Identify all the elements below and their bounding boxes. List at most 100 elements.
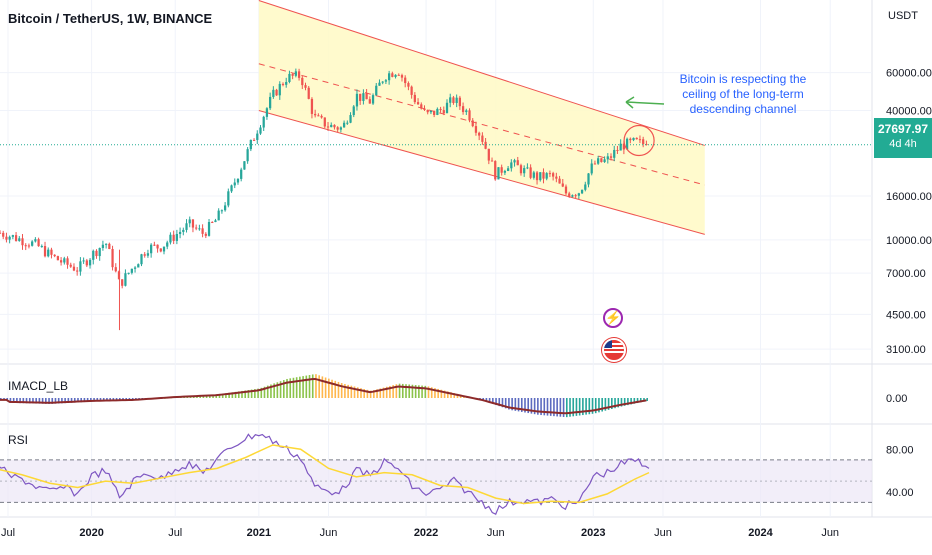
candle-body xyxy=(195,227,198,229)
macd-bar xyxy=(286,378,288,398)
chart-title[interactable]: Bitcoin / TetherUS, 1W, BINANCE xyxy=(8,11,213,26)
macd-bar xyxy=(51,398,54,404)
annotation-text[interactable]: Bitcoin is respecting the ceiling of the… xyxy=(679,72,807,116)
us-flag-icon[interactable] xyxy=(602,338,626,362)
macd-bar xyxy=(553,398,555,417)
candle-body xyxy=(108,243,111,250)
candle-body xyxy=(178,231,182,235)
candle-body xyxy=(458,97,461,107)
macd-bar xyxy=(498,398,501,407)
macd-bar xyxy=(337,381,340,398)
candle-body xyxy=(272,89,275,97)
candle-body xyxy=(259,127,262,134)
candle-body xyxy=(558,178,561,184)
candle-body xyxy=(76,270,79,272)
channel-fill xyxy=(258,0,705,235)
macd-bar xyxy=(16,398,18,404)
candle-body xyxy=(619,143,622,151)
candle-body xyxy=(638,139,642,141)
macd-bar xyxy=(495,398,497,406)
macd-bar xyxy=(398,383,401,398)
candle-body xyxy=(162,246,166,252)
candle-body xyxy=(400,75,404,78)
candle-body xyxy=(384,80,388,82)
macd-bar xyxy=(376,389,378,398)
macd-bar xyxy=(344,384,346,398)
candle-body xyxy=(72,266,76,271)
macd-bar xyxy=(636,398,639,404)
candle-body xyxy=(622,143,626,150)
rsi-label[interactable]: RSI xyxy=(8,433,29,447)
candle-body xyxy=(349,115,352,123)
candle-body xyxy=(584,184,587,190)
macd-bar xyxy=(514,398,517,411)
candle-body xyxy=(265,108,269,117)
macd-bar xyxy=(356,387,359,398)
macd-bar xyxy=(450,392,452,398)
price-unit: USDT xyxy=(888,10,918,22)
macd-bar xyxy=(414,385,417,398)
macd-bar xyxy=(86,398,89,402)
candle-body xyxy=(568,193,571,197)
candle-body xyxy=(346,122,349,124)
macd-bar xyxy=(418,385,420,398)
candle-body xyxy=(66,258,69,265)
price-tick-label: 40000.00 xyxy=(886,105,932,117)
macd-bar xyxy=(315,374,317,398)
time-tick-label: 2020 xyxy=(79,527,103,539)
lightning-icon[interactable]: ⚡ xyxy=(603,308,623,328)
candle-body xyxy=(101,244,105,248)
macd-label[interactable]: IMACD_LB xyxy=(8,379,69,393)
bar-countdown: 4d 4h xyxy=(889,138,917,150)
macd-bar xyxy=(582,398,584,416)
candle-body xyxy=(262,116,265,128)
macd-bar xyxy=(215,394,218,398)
macd-bar xyxy=(488,398,491,403)
macd-bar xyxy=(308,375,311,398)
candle-body xyxy=(564,186,568,194)
macd-bar xyxy=(263,386,266,398)
candle-body xyxy=(391,73,394,77)
macd-bar xyxy=(241,390,243,398)
macd-bar xyxy=(305,375,308,398)
macd-bar xyxy=(57,398,60,404)
macd-bar xyxy=(80,398,83,403)
macd-bar xyxy=(379,388,382,398)
candle-body xyxy=(59,260,63,263)
candle-body xyxy=(92,250,95,260)
macd-bar xyxy=(67,398,70,403)
candle-body xyxy=(169,234,172,243)
candle-body xyxy=(532,172,535,178)
candle-body xyxy=(587,173,590,185)
candle-body xyxy=(150,244,153,254)
macd-bar xyxy=(61,398,63,404)
macd-bar xyxy=(405,384,407,398)
candle-body xyxy=(85,260,88,266)
macd-bar xyxy=(250,389,253,398)
channel-lower-line xyxy=(258,110,705,235)
candle-body xyxy=(198,228,201,230)
candle-body xyxy=(130,268,133,273)
macd-bar xyxy=(639,398,642,403)
macd-bar xyxy=(646,398,648,401)
macd-bar xyxy=(244,390,247,398)
candle-body xyxy=(545,173,548,179)
macd-bar xyxy=(569,398,571,417)
candle-body xyxy=(371,95,375,104)
candles xyxy=(0,68,648,289)
candle-body xyxy=(191,219,195,228)
candle-body xyxy=(34,239,37,242)
candle-body xyxy=(252,139,256,141)
candle-body xyxy=(27,245,31,247)
candle-body xyxy=(227,191,230,206)
candle-body xyxy=(465,110,468,113)
macd-bar xyxy=(511,398,513,411)
candle-body xyxy=(552,173,555,177)
macd-bar xyxy=(389,385,391,398)
price-tick-label: 16000.00 xyxy=(886,191,932,203)
macd-bar xyxy=(273,383,275,398)
candle-body xyxy=(439,108,442,111)
macd-bar xyxy=(392,385,394,398)
macd-bar xyxy=(93,398,95,402)
